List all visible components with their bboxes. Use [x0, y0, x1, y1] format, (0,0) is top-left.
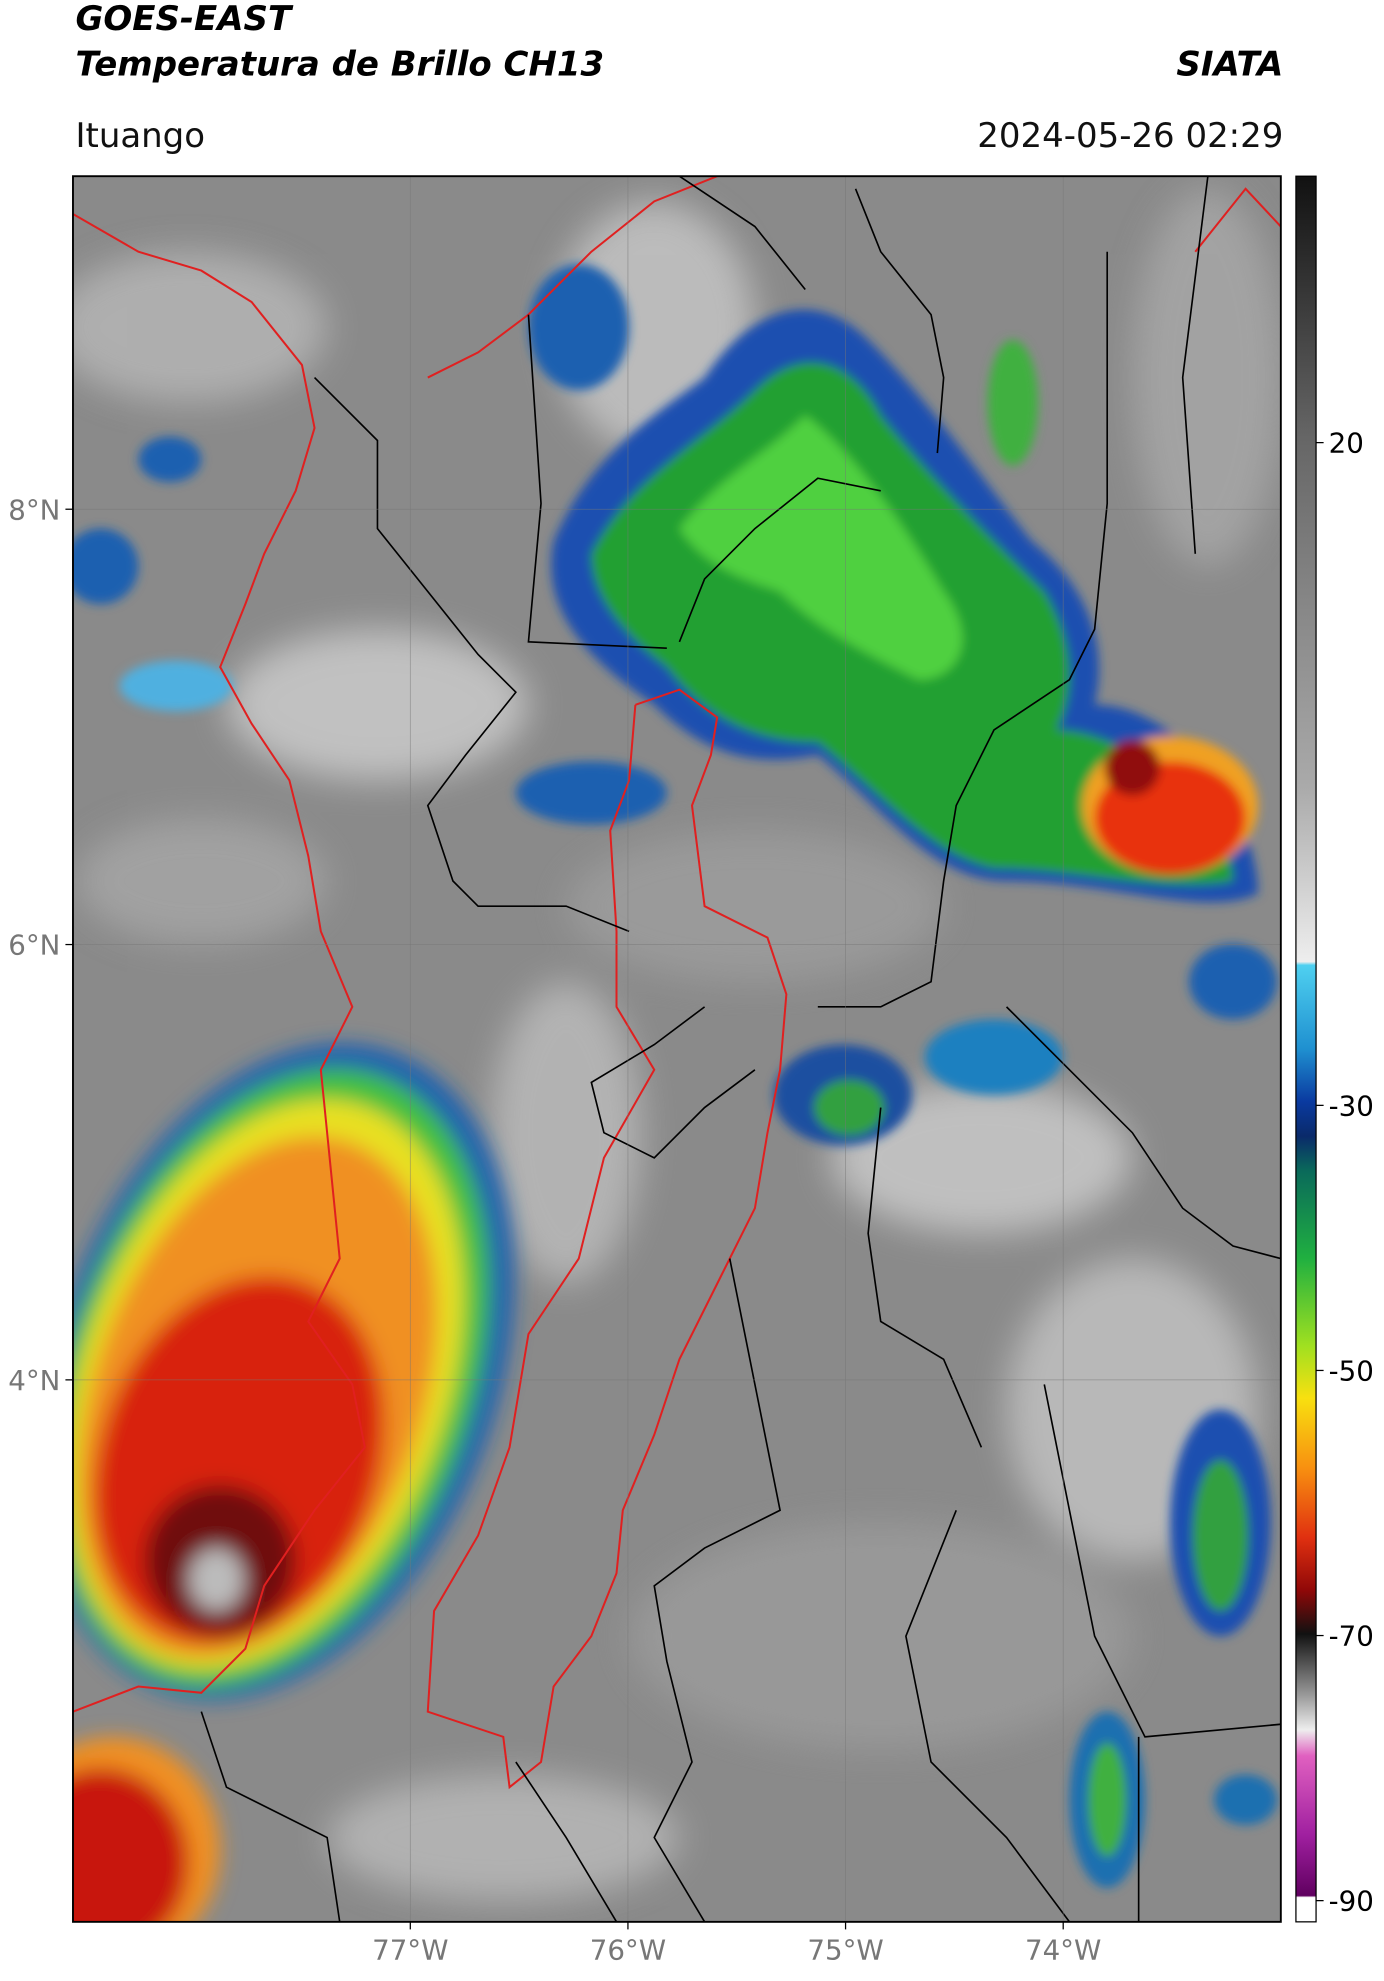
- colorbar-tick-label: -70: [1329, 1620, 1374, 1653]
- colorbar-tick-label: -50: [1329, 1355, 1374, 1388]
- colorbar-tick-label: 20: [1329, 427, 1364, 460]
- satellite-imagery: [72, 176, 1281, 1922]
- lon-tick-label: 74°W: [1025, 1934, 1101, 1967]
- lon-tick-label: 76°W: [590, 1934, 666, 1967]
- lon-tick-label: 75°W: [807, 1934, 883, 1967]
- satellite-title: GOES-EAST: [75, 0, 293, 39]
- product-title: Temperatura de Brillo CH13: [75, 45, 604, 85]
- colorbar-tick-label: -90: [1329, 1885, 1374, 1918]
- graticule: [72, 176, 1281, 1922]
- brand: SIATA: [1176, 45, 1283, 85]
- datetime: 2024-05-26 02:29: [977, 116, 1283, 156]
- lat-tick-label: 8°N: [8, 493, 60, 526]
- lat-tick-label: 4°N: [8, 1364, 60, 1397]
- lat-tick-label: 6°N: [8, 929, 60, 962]
- colorbar: [1295, 175, 1317, 1923]
- map-frame: [72, 175, 1282, 1923]
- colorbar-tick-label: -30: [1329, 1089, 1374, 1122]
- location: Ituango: [75, 116, 205, 156]
- lon-tick-label: 77°W: [372, 1934, 448, 1967]
